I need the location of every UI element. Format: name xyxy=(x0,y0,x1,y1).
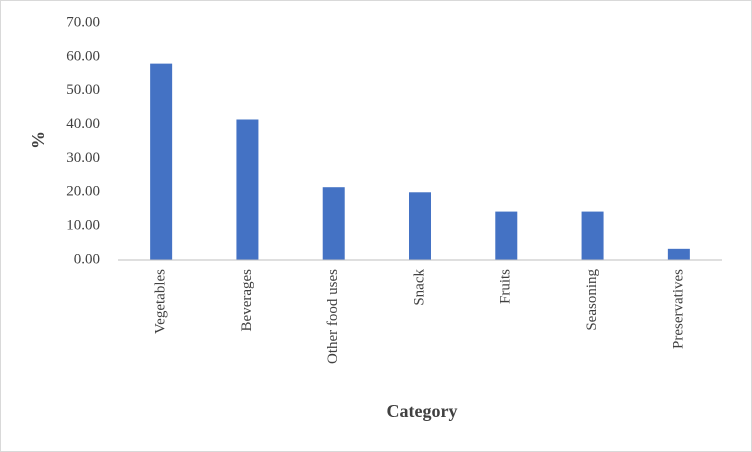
y-tick-label: 30.00 xyxy=(66,150,100,166)
y-tick-label: 40.00 xyxy=(66,116,100,132)
x-tick-label: Preservatives xyxy=(670,269,686,349)
y-tick-label: 60.00 xyxy=(66,48,100,64)
bar xyxy=(581,211,604,260)
x-tick-label: Vegetables xyxy=(153,269,169,334)
y-tick-label: 20.00 xyxy=(66,184,100,200)
y-axis-title: % xyxy=(28,131,48,149)
bar xyxy=(150,63,173,260)
y-tick-label: 50.00 xyxy=(66,82,100,98)
x-tick-label: Fruits xyxy=(498,269,514,304)
y-tick-label: 0.00 xyxy=(74,251,100,267)
x-tick-label: Beverages xyxy=(239,269,255,332)
x-tick-label: Snack xyxy=(411,269,427,306)
bar xyxy=(322,187,345,260)
x-axis-title: Category xyxy=(387,401,458,421)
x-tick-label: Seasoning xyxy=(584,269,600,331)
y-tick-label: 10.00 xyxy=(66,218,100,234)
bar xyxy=(236,119,259,260)
bar xyxy=(409,192,431,260)
bar xyxy=(667,248,690,260)
bar xyxy=(495,211,518,260)
y-tick-label: 70.00 xyxy=(66,14,100,30)
x-tick-label: Other food uses xyxy=(325,269,341,364)
